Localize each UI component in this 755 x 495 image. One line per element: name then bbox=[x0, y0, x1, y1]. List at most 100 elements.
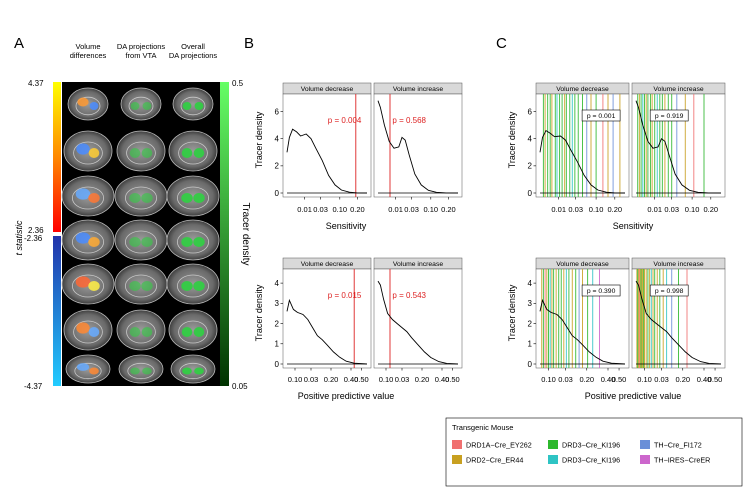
y-tick-label: 4 bbox=[528, 135, 533, 144]
brain-slice bbox=[116, 309, 166, 351]
x-tick-label: 0.20 bbox=[415, 375, 430, 384]
legend-swatch bbox=[640, 440, 650, 449]
legend: Transgenic Mouse DRD1A−Cre_EY262 DRD3−Cre… bbox=[445, 417, 743, 487]
tracer-blob bbox=[194, 102, 204, 110]
facet-panel bbox=[373, 268, 463, 369]
tracer-blob bbox=[193, 281, 205, 291]
density-plots: Sensitivity Tracer density Volume decrease… bbox=[254, 82, 726, 401]
volume-blob bbox=[76, 363, 90, 371]
tracer-blob bbox=[141, 148, 153, 158]
x-tick-label: 0.01 bbox=[297, 205, 312, 214]
brain-cortex-band bbox=[176, 274, 209, 298]
x-tick-label: 0.03 bbox=[404, 205, 419, 214]
y-tick-label: 0 bbox=[528, 360, 533, 369]
x-tick-label: 0.03 bbox=[664, 205, 679, 214]
brain-slice bbox=[168, 130, 218, 172]
tracer-blob bbox=[193, 237, 205, 247]
legend-label: DRD3−Cre_KI196 bbox=[562, 456, 620, 465]
t-tick-pos: 2.36 bbox=[28, 226, 44, 235]
brain-cortex-band bbox=[74, 362, 102, 380]
y-tick-label: 4 bbox=[275, 135, 280, 144]
y-tick-label: 3 bbox=[528, 299, 533, 308]
density-curve bbox=[635, 100, 722, 194]
header-vta-2: from VTA bbox=[125, 51, 156, 60]
brain-slice bbox=[166, 175, 220, 217]
tracer-blob bbox=[141, 281, 153, 291]
brain-slice bbox=[116, 130, 166, 172]
brain-cortex-band bbox=[125, 186, 158, 210]
brain-slice bbox=[168, 309, 218, 351]
tracer-blob bbox=[181, 193, 193, 203]
x-tick-label: 0.01 bbox=[388, 205, 403, 214]
x-tick-label: 0.03 bbox=[313, 205, 328, 214]
p-value-label: p = 0.390 bbox=[587, 288, 616, 295]
axis-label-x: Sensitivity bbox=[326, 221, 367, 231]
brain-slices bbox=[61, 87, 220, 384]
density-curve bbox=[635, 280, 722, 365]
axis-label-x: Positive predictive value bbox=[298, 391, 395, 401]
tracer-colorbar bbox=[220, 82, 229, 386]
x-tick-label: 0.03 bbox=[558, 375, 573, 384]
x-tick-label: 0.50 bbox=[445, 375, 460, 384]
axis-label-y: Tracer density bbox=[254, 284, 264, 341]
p-value-label: p = 0.004 bbox=[328, 116, 362, 125]
legend-label: TH−IRES−CreER bbox=[654, 456, 710, 465]
tracer-blob bbox=[130, 102, 140, 110]
brain-slice bbox=[114, 175, 168, 217]
brain-cortex-band bbox=[72, 274, 105, 298]
x-tick-label: 0.20 bbox=[324, 375, 339, 384]
x-tick-label: 0.20 bbox=[579, 375, 594, 384]
density-curve bbox=[286, 128, 368, 194]
tracer-blob bbox=[194, 367, 204, 375]
tracer-blob bbox=[142, 367, 152, 375]
volume-blob bbox=[77, 97, 89, 107]
x-tick-label: 0.40 bbox=[435, 375, 450, 384]
y-tick-label: 6 bbox=[528, 107, 533, 116]
tracer-blob bbox=[181, 327, 193, 337]
facet-title: Volume increase bbox=[653, 261, 703, 268]
x-tick-label: 0.10 bbox=[541, 375, 556, 384]
x-tick-label: 0.10 bbox=[379, 375, 394, 384]
facet-increase: Volume increase p = 0.543 0.10 0.03 0.20 0.40… bbox=[373, 257, 463, 384]
legend-swatch bbox=[548, 455, 558, 464]
legend-items: DRD1A−Cre_EY262 DRD3−Cre_KI196 TH−Cre_FI17… bbox=[452, 440, 710, 465]
x-tick-label: 0.10 bbox=[589, 205, 604, 214]
volume-blob bbox=[76, 322, 90, 334]
tracer-axis-title: Tracer density bbox=[240, 203, 251, 266]
t-axis-title: t statistic bbox=[14, 220, 24, 256]
facet-title: Volume decrease bbox=[301, 86, 354, 93]
legend-label: TH−Cre_FI172 bbox=[654, 441, 702, 450]
tracer-tick-max: 0.5 bbox=[232, 79, 244, 88]
header-overall-2: DA projections bbox=[169, 51, 218, 60]
brain-cortex-band bbox=[72, 230, 105, 254]
brain-cortex-band bbox=[178, 320, 208, 344]
legend-box bbox=[445, 417, 743, 487]
tracer-blob bbox=[182, 367, 192, 375]
p-value-label: p = 0.919 bbox=[655, 113, 684, 120]
tracer-blob bbox=[142, 102, 152, 110]
p-value-label: p = 0.015 bbox=[328, 291, 362, 300]
panel-a-headers: Volume differences DA projections from V… bbox=[70, 42, 218, 60]
t-tick-max: 4.37 bbox=[28, 79, 44, 88]
x-tick-label: 0.20 bbox=[441, 205, 456, 214]
volume-blob bbox=[89, 367, 99, 375]
facet-increase: Volume increase p = 0.998 0.10 0.03 0.20 0.40… bbox=[631, 257, 726, 384]
axis-label-x: Positive predictive value bbox=[585, 391, 682, 401]
tracer-blob bbox=[181, 281, 193, 291]
panel-label-a: A bbox=[14, 35, 24, 52]
facet-title: Volume decrease bbox=[556, 261, 609, 268]
brain-slice bbox=[114, 263, 168, 305]
x-tick-label: 0.40 bbox=[601, 375, 616, 384]
tracer-blob bbox=[129, 327, 141, 337]
x-tick-label: 0.03 bbox=[654, 375, 669, 384]
tracer-blob bbox=[129, 237, 141, 247]
x-tick-label: 0.10 bbox=[637, 375, 652, 384]
volume-blob bbox=[88, 327, 100, 337]
volume-blob bbox=[75, 188, 91, 200]
brain-cortex-band bbox=[178, 141, 208, 165]
axis-label-y: Tracer density bbox=[507, 284, 517, 341]
chart-B-ppv: Positive predictive value Tracer density V… bbox=[254, 257, 463, 401]
brain-cortex-band bbox=[126, 141, 156, 165]
volume-blob bbox=[88, 193, 100, 203]
